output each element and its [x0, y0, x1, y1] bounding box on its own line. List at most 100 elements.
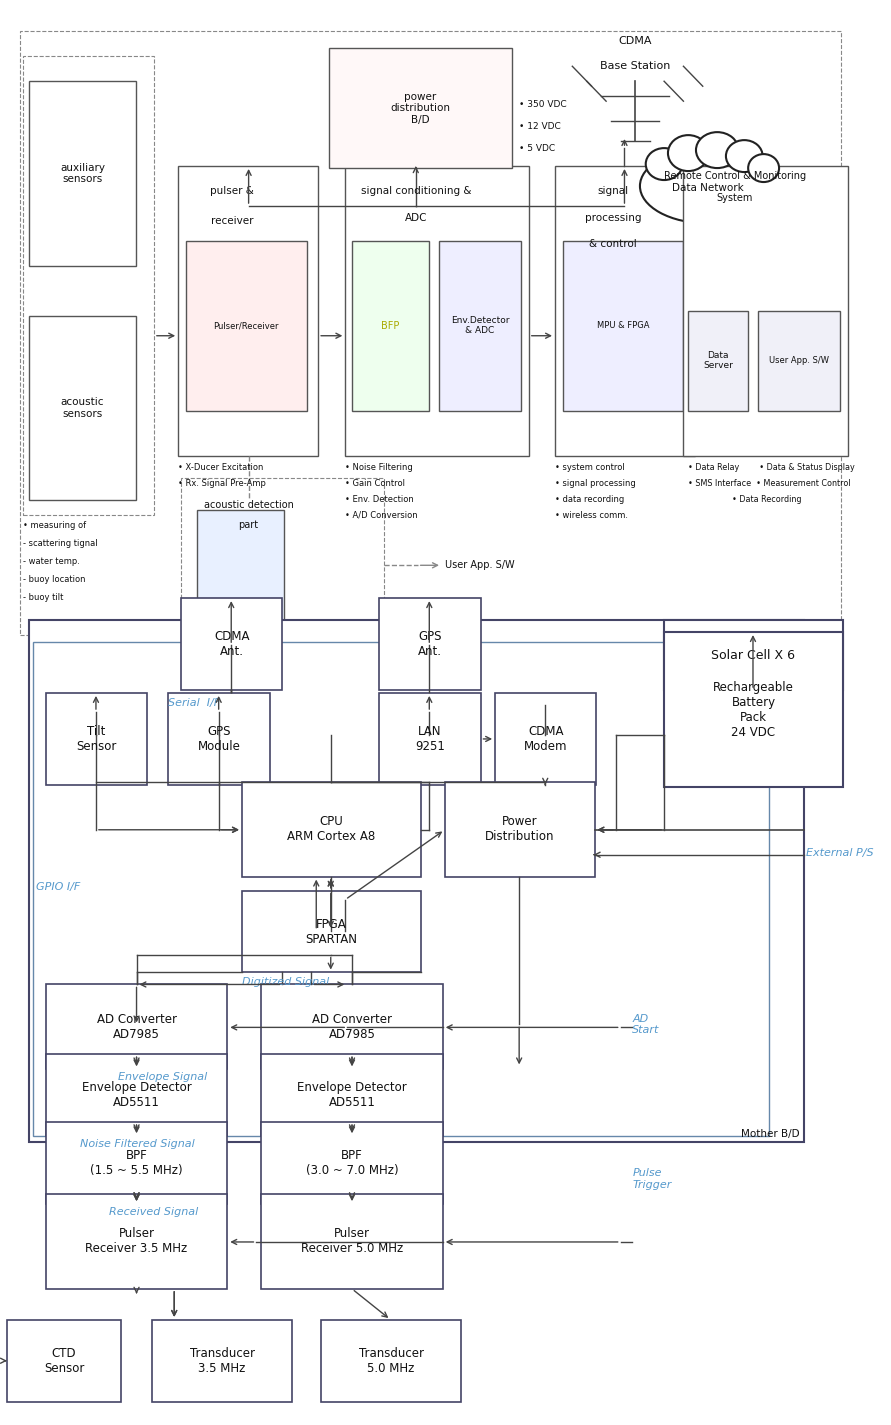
Text: receiver: receiver [211, 217, 253, 227]
Bar [45, 1194, 227, 1288]
Text: Remote Control & Monitoring: Remote Control & Monitoring [664, 171, 805, 181]
Bar [261, 1194, 443, 1288]
Bar [439, 241, 521, 410]
Text: MPU & FPGA: MPU & FPGA [597, 321, 650, 331]
Text: • wireless comm.: • wireless comm. [555, 512, 628, 520]
Text: External P/S: External P/S [806, 848, 874, 858]
Bar [495, 693, 596, 785]
Text: Env.Detector
& ADC: Env.Detector & ADC [451, 316, 510, 335]
Ellipse shape [668, 135, 708, 171]
Bar [329, 48, 512, 168]
Text: • Data Recording: • Data Recording [732, 494, 801, 504]
Bar [562, 241, 683, 410]
Ellipse shape [726, 140, 763, 172]
Text: Envelope Signal: Envelope Signal [119, 1072, 208, 1083]
Bar [45, 985, 227, 1069]
Text: GPS
Ant.: GPS Ant. [418, 630, 442, 658]
Bar [688, 311, 748, 410]
Text: signal: signal [597, 187, 628, 197]
Text: CDMA
Ant.: CDMA Ant. [214, 630, 249, 658]
Ellipse shape [646, 148, 683, 180]
Bar [241, 891, 421, 972]
Text: • 350 VDC: • 350 VDC [519, 100, 567, 108]
Bar [379, 598, 480, 690]
Bar [45, 1123, 227, 1204]
Bar [352, 241, 429, 410]
Bar [181, 598, 282, 690]
Text: - buoy tilt: - buoy tilt [23, 593, 64, 601]
Text: • Env. Detection: • Env. Detection [345, 494, 414, 504]
Bar [379, 693, 480, 785]
Text: BFP: BFP [381, 321, 400, 331]
Bar [181, 479, 384, 633]
Text: AD Converter
AD7985: AD Converter AD7985 [312, 1013, 392, 1040]
Bar [261, 985, 443, 1069]
Text: • Rx. Signal Pre-Amp: • Rx. Signal Pre-Amp [178, 479, 266, 487]
Text: CDMA
Modem: CDMA Modem [524, 725, 568, 752]
Bar [261, 1054, 443, 1136]
Text: Transducer
3.5 MHz: Transducer 3.5 MHz [190, 1347, 255, 1375]
Text: ADC: ADC [405, 212, 427, 222]
Text: Base Station: Base Station [600, 61, 670, 71]
Text: auxiliary
sensors: auxiliary sensors [60, 162, 105, 184]
Bar [664, 620, 843, 690]
Bar [7, 1320, 121, 1402]
Bar [20, 31, 841, 636]
Bar [758, 311, 840, 410]
Text: Noise Filtered Signal: Noise Filtered Signal [79, 1139, 194, 1149]
Text: AD
Start: AD Start [633, 1013, 659, 1035]
Bar [321, 1320, 462, 1402]
Text: Envelope Detector
AD5511: Envelope Detector AD5511 [82, 1082, 192, 1109]
Bar [29, 81, 135, 266]
Text: User App. S/W: User App. S/W [769, 356, 829, 365]
Bar [33, 643, 770, 1136]
Bar [664, 633, 843, 787]
Bar [261, 1123, 443, 1204]
Bar [29, 316, 135, 500]
Text: AD Converter
AD7985: AD Converter AD7985 [96, 1013, 176, 1040]
Text: GPS
Module: GPS Module [198, 725, 241, 752]
Text: Received Signal: Received Signal [109, 1207, 198, 1217]
Text: - water temp.: - water temp. [23, 557, 80, 566]
Text: CPU
ARM Cortex A8: CPU ARM Cortex A8 [287, 815, 375, 844]
Text: • Data Relay        • Data & Status Display: • Data Relay • Data & Status Display [688, 463, 855, 472]
Text: • Gain Control: • Gain Control [345, 479, 405, 487]
Text: Data
Server: Data Server [703, 351, 733, 370]
Text: CTD
Sensor: CTD Sensor [44, 1347, 85, 1375]
Ellipse shape [696, 133, 739, 168]
Text: Transducer
5.0 MHz: Transducer 5.0 MHz [359, 1347, 423, 1375]
Text: BPF
(1.5 ~ 5.5 MHz): BPF (1.5 ~ 5.5 MHz) [90, 1149, 183, 1177]
Text: System: System [716, 192, 753, 202]
Text: signal conditioning &: signal conditioning & [361, 187, 471, 197]
Text: • measuring of: • measuring of [23, 522, 86, 530]
Bar [345, 167, 529, 456]
Bar [241, 782, 421, 876]
Bar [445, 782, 594, 876]
Bar [198, 510, 284, 620]
Bar [23, 56, 154, 516]
Bar [168, 693, 270, 785]
Bar [555, 167, 695, 456]
Text: FPGA
SPARTAN: FPGA SPARTAN [306, 918, 357, 946]
Text: • A/D Conversion: • A/D Conversion [345, 512, 418, 520]
Text: Solar Cell X 6: Solar Cell X 6 [712, 648, 796, 661]
Text: & control: & control [589, 239, 637, 249]
Text: • Noise Filtering: • Noise Filtering [345, 463, 413, 472]
Bar [45, 693, 147, 785]
Text: Envelope Detector
AD5511: Envelope Detector AD5511 [297, 1082, 407, 1109]
Text: User App. S/W: User App. S/W [445, 560, 514, 570]
Text: Pulse
Trigger: Pulse Trigger [633, 1168, 672, 1190]
Text: Pulser/Receiver: Pulser/Receiver [214, 321, 279, 331]
Text: CDMA: CDMA [618, 36, 652, 46]
Text: • 5 VDC: • 5 VDC [519, 144, 555, 152]
Text: • SMS Interface  • Measurement Control: • SMS Interface • Measurement Control [688, 479, 851, 487]
Bar [186, 241, 307, 410]
Bar [45, 1054, 227, 1136]
Text: • X-Ducer Excitation: • X-Ducer Excitation [178, 463, 264, 472]
Text: pulser &: pulser & [210, 187, 254, 197]
Text: - scattering tignal: - scattering tignal [23, 539, 98, 547]
Bar [683, 167, 847, 456]
Text: part: part [239, 520, 258, 530]
Text: Power
Distribution: Power Distribution [485, 815, 554, 844]
Text: Digitized Signal: Digitized Signal [241, 978, 329, 988]
